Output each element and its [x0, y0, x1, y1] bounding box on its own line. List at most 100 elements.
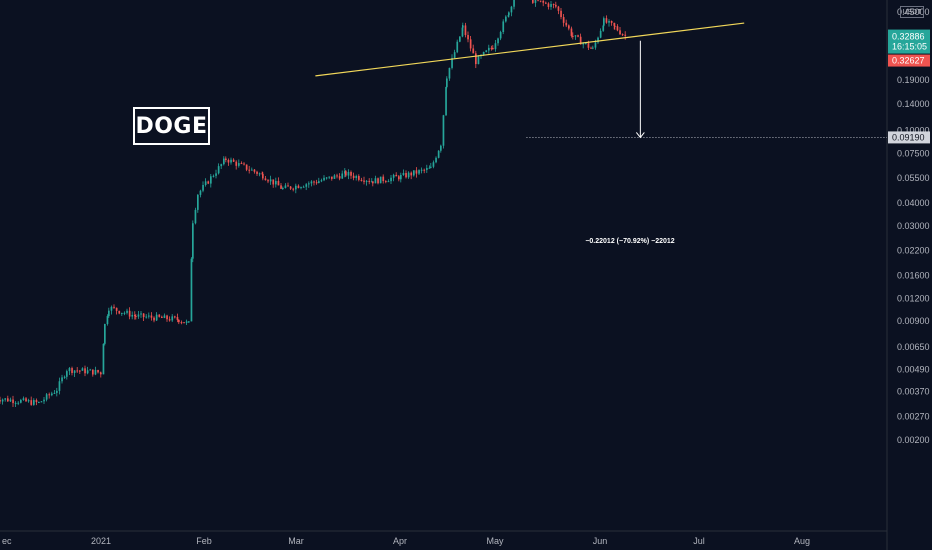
candle-body [148, 315, 150, 317]
x-tick-label: Aug [794, 536, 810, 546]
candle-body [442, 115, 445, 146]
candle-body [603, 18, 605, 26]
candle-body [194, 209, 197, 224]
candle-body [155, 314, 158, 321]
candle-body [245, 164, 248, 170]
candles-layer [0, 0, 627, 408]
candle-body [619, 30, 621, 35]
candle-body [365, 180, 368, 182]
candle-body [358, 175, 360, 180]
currency-badge[interactable]: USDT [900, 6, 924, 18]
candle-body [66, 371, 68, 377]
candle-body [22, 398, 25, 400]
current-price-tag: 0.32886 [892, 32, 925, 42]
price-axis-ticks: 1.200000.900000.650000.450000.190000.140… [897, 7, 930, 445]
candle-body [494, 43, 497, 50]
candle-body [27, 400, 30, 402]
candle-body [464, 25, 467, 36]
candle-body [308, 183, 310, 185]
x-tick-label: May [486, 536, 504, 546]
candle-body [579, 36, 582, 45]
candle-body [374, 178, 377, 184]
candle-body [585, 43, 587, 45]
candle-body [582, 43, 585, 45]
candle-body [415, 170, 418, 174]
candle-body [220, 164, 223, 167]
candle-body [225, 158, 227, 160]
candle-body [71, 368, 73, 373]
candle-body [467, 35, 469, 40]
candle-body [497, 38, 499, 44]
candle-body [33, 400, 35, 405]
candle-body [344, 171, 346, 174]
candle-body [43, 399, 45, 402]
candle-body [574, 35, 577, 37]
y-tick-label: 0.02200 [897, 246, 930, 256]
candle-body [410, 172, 413, 176]
candle-body [289, 186, 292, 189]
measure-arrow-head [635, 132, 645, 139]
candle-body [435, 157, 437, 163]
candle-body [280, 185, 282, 189]
candle-body [445, 87, 447, 116]
candle-body [352, 175, 355, 178]
candle-body [413, 170, 415, 176]
candle-body [355, 175, 358, 178]
previous-price-tag-bg [888, 54, 930, 67]
candle-body [590, 47, 592, 49]
candle-body [135, 316, 137, 318]
candle-body [570, 28, 573, 36]
candle-body [448, 67, 451, 79]
candle-body [614, 25, 616, 27]
candle-body [102, 343, 105, 375]
candle-body [73, 370, 76, 373]
candle-body [323, 177, 325, 181]
candle-body [171, 316, 174, 321]
candle-body [577, 35, 579, 37]
current-price-tag-bg [888, 29, 930, 54]
candle-body [251, 169, 253, 171]
candle-body [287, 185, 289, 187]
candle-body [318, 181, 320, 183]
candle-body [217, 166, 220, 174]
candle-body [232, 159, 235, 162]
candle-body [248, 169, 251, 171]
candle-body [347, 171, 350, 176]
candle-body [477, 56, 480, 65]
candle-body [140, 313, 142, 315]
candle-body [126, 310, 128, 313]
candle-body [545, 2, 547, 4]
candle-body [372, 181, 374, 184]
candle-body [121, 312, 123, 314]
candle-body [1, 399, 4, 402]
candle-body [550, 4, 552, 7]
candle-body [505, 16, 507, 22]
y-tick-label: 0.00900 [897, 316, 930, 326]
candle-body [302, 186, 305, 188]
y-tick-label: 0.45000 [897, 7, 930, 17]
candle-body [123, 312, 126, 314]
candle-body [295, 185, 297, 190]
candle-body [202, 184, 204, 191]
candle-body [190, 258, 193, 322]
candle-body [382, 176, 385, 182]
x-tick-label: Feb [196, 536, 212, 546]
candle-body [297, 185, 300, 189]
candle-body [238, 163, 240, 166]
trendline[interactable] [315, 22, 745, 77]
candle-body [405, 172, 407, 178]
candle-body [68, 368, 71, 372]
candle-body [587, 43, 590, 48]
candle-body [14, 402, 17, 404]
candle-body [282, 187, 284, 189]
candle-body [594, 42, 597, 48]
countdown-tag: 16:15:05 [892, 42, 927, 52]
candle-body [392, 174, 395, 178]
y-tick-label: 0.01600 [897, 271, 930, 281]
candle-body [92, 369, 94, 375]
candle-body [555, 4, 557, 7]
candle-body [539, 0, 542, 2]
candle-body [542, 0, 545, 3]
candle-body [17, 402, 20, 404]
